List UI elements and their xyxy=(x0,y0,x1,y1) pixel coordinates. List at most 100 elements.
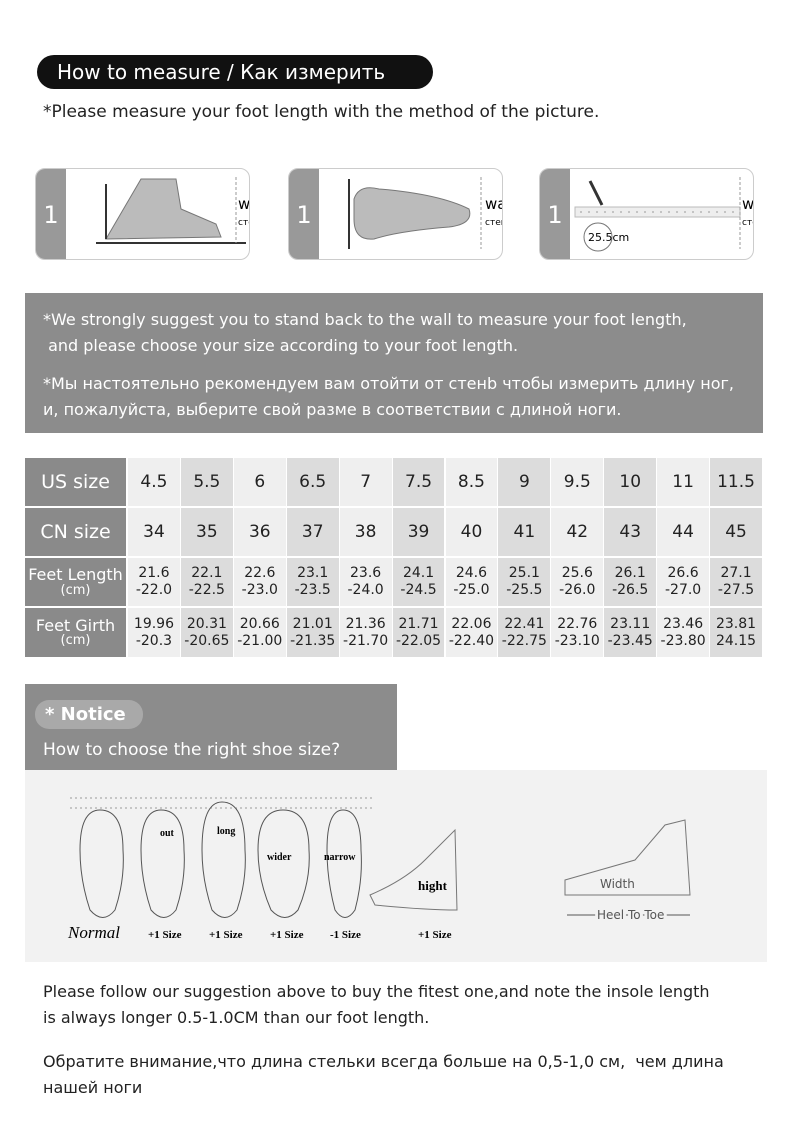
table-cell: 44 xyxy=(657,508,710,556)
cell-text: -24.0 xyxy=(347,582,384,598)
cell-text: 40 xyxy=(460,521,483,542)
cell-text: 23.6 xyxy=(350,565,382,582)
table-cell: 27.1 -27.5 xyxy=(710,558,762,606)
foot-outline xyxy=(257,809,310,918)
foot-outline xyxy=(79,809,124,918)
step-card: 1 wall стена xyxy=(288,168,503,260)
cell-text: -23.80 xyxy=(660,632,706,649)
footer-text: is always longer 0.5-1.0CM than our foot… xyxy=(43,1008,430,1027)
table-cell: 21.01 -21.35 xyxy=(286,608,339,657)
cell-text: 36 xyxy=(248,521,271,542)
cell-text: 23.81 xyxy=(715,615,757,632)
cell-text: -25.5 xyxy=(506,582,543,598)
table-cell: 22.6 -23.0 xyxy=(233,558,286,606)
table-cell: 21.36 -21.70 xyxy=(339,608,392,657)
foot-side xyxy=(105,178,222,240)
table-cell: 35 xyxy=(180,508,233,556)
cell-text: 34 xyxy=(143,521,165,542)
row-header-unit: (cm) xyxy=(60,582,91,598)
cell-text: -22.0 xyxy=(135,582,173,598)
foot-outline xyxy=(326,809,362,918)
foot-side-outline xyxy=(564,819,691,896)
cell-text: 9 xyxy=(518,471,530,492)
cell-text: 22.1 xyxy=(191,565,223,582)
cell-text: 44 xyxy=(672,521,694,542)
table-cell: 23.46 -23.80 xyxy=(657,608,710,657)
row-header-label: Feet Length xyxy=(28,565,123,585)
normal-label: Normal xyxy=(67,923,120,942)
pen xyxy=(588,180,604,206)
foot-illustration: 25.5cm wall стена xyxy=(574,177,754,252)
table-cell: 24.6 -25.0 xyxy=(445,558,498,606)
foot-sole xyxy=(353,187,471,240)
cell-text: 23.46 xyxy=(663,615,704,632)
cell-text: 4.5 xyxy=(140,471,168,492)
size-label: +1 Size xyxy=(418,929,452,941)
cell-text: 25.1 xyxy=(508,565,540,582)
cell-text: 22.6 xyxy=(244,565,276,582)
cell-text: -22.40 xyxy=(448,632,495,649)
table-cell: 21.71 -22.05 xyxy=(392,608,445,657)
cell-text: 22.41 xyxy=(504,615,545,632)
cell-text: 27.1 xyxy=(720,565,752,582)
table-cell: 42 xyxy=(551,508,604,556)
cell-text: 24.6 xyxy=(455,565,488,582)
cell-text: -25.0 xyxy=(453,582,490,598)
size-label: -1 Size xyxy=(330,929,361,941)
cell-text: -27.0 xyxy=(664,582,702,598)
row-header-label: CN size xyxy=(40,520,111,543)
cell-text: 7.5 xyxy=(405,471,433,492)
cell-text: 42 xyxy=(566,521,589,542)
section-title: How to measure / Как измерить xyxy=(37,55,433,89)
table-cell: 6 xyxy=(233,458,286,506)
table-cell: 20.66 -21.00 xyxy=(233,608,286,657)
cell-text: -23.45 xyxy=(607,632,653,649)
cell-text: 11 xyxy=(672,471,694,492)
footer-text: Обратите внимание,что длина стельки всег… xyxy=(43,1052,724,1071)
cell-text: 21.6 xyxy=(138,565,170,582)
table-cell: 26.1 -26.5 xyxy=(604,558,657,606)
cell-text: 6 xyxy=(254,471,266,492)
wall-label-ru: стена xyxy=(485,218,503,228)
fit-label: out xyxy=(160,828,175,839)
table-cell: 10 xyxy=(604,458,657,506)
measure-label: 25.5cm xyxy=(588,231,629,244)
suggestion-text: и, пожалуйста, выберите свой разме в соо… xyxy=(43,400,622,419)
table-cell: 23.81 24.15 xyxy=(710,608,762,657)
heel-toe-label: Heel To Toe xyxy=(597,908,664,922)
table-cell: 37 xyxy=(286,508,339,556)
wall-label-ru: стена xyxy=(742,218,754,228)
cell-text: 20.31 xyxy=(186,615,227,632)
table-cell: 22.1 -22.5 xyxy=(180,558,233,606)
cell-text: 26.6 xyxy=(667,565,699,582)
cell-text: 20.66 xyxy=(239,615,280,632)
table-cell: 11.5 xyxy=(710,458,762,506)
row-header: Feet Length (cm) xyxy=(25,558,126,606)
fit-illustration: Normal out long wider narrow +1 Size +1 … xyxy=(67,797,691,942)
row-header-unit: (cm) xyxy=(60,633,91,649)
cell-text: -21.70 xyxy=(343,632,389,649)
cell-text: -24.5 xyxy=(400,582,437,598)
notice-question: How to choose the right shoe size? xyxy=(43,740,341,760)
row-header: CN size xyxy=(25,508,126,556)
cell-text: 26.1 xyxy=(614,565,646,582)
cell-text: -21.00 xyxy=(237,632,283,649)
size-label: +1 Size xyxy=(148,929,182,941)
cell-text: 25.6 xyxy=(561,565,593,582)
cell-text: 8.5 xyxy=(457,471,485,492)
suggestion-text: *Мы настоятельно рекомендуем вам отойти … xyxy=(43,374,734,393)
table-cell: 9.5 xyxy=(551,458,604,506)
foot-outline xyxy=(140,809,185,918)
table-cell: 21.6 -22.0 xyxy=(128,558,180,606)
cell-text: 22.06 xyxy=(451,615,492,632)
cell-text: 37 xyxy=(301,521,324,542)
table-cell: 22.76 -23.10 xyxy=(551,608,604,657)
table-cell: 38 xyxy=(339,508,392,556)
row-header-label: Feet Girth xyxy=(35,615,116,635)
cell-text: 21.71 xyxy=(398,615,439,632)
measure-circle xyxy=(583,222,613,252)
cell-text: 21.36 xyxy=(345,615,386,632)
fit-label: long xyxy=(217,826,235,837)
size-label: +1 Size xyxy=(270,929,304,941)
step-number: 1 xyxy=(540,169,570,259)
